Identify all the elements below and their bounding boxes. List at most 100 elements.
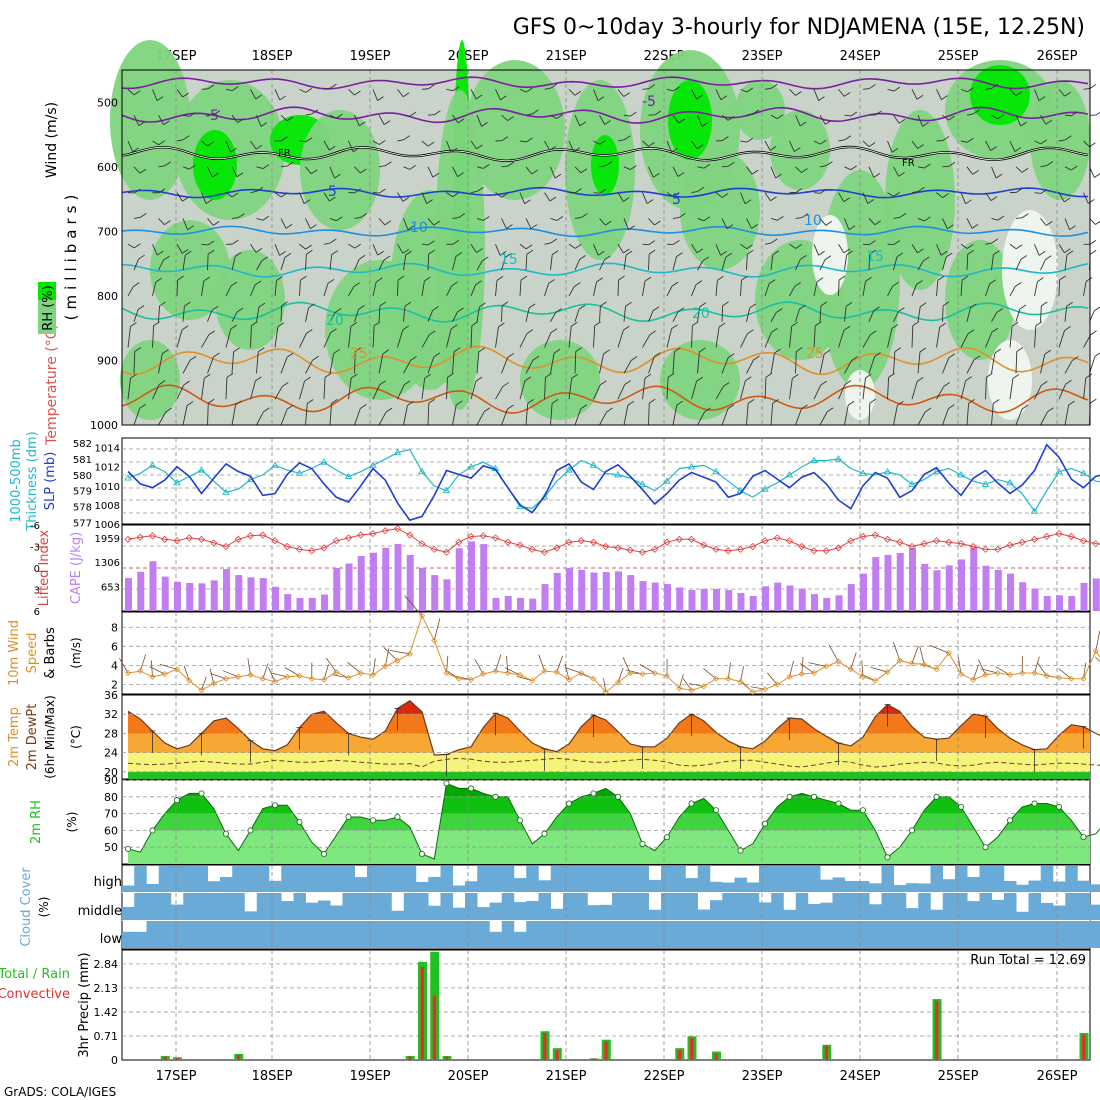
wind-barb-flag [997, 114, 1004, 120]
rh-ylabel: 2m RH [29, 800, 44, 844]
wind-barb-flag [894, 347, 902, 353]
wind-barb [305, 218, 311, 229]
rh-marker [835, 800, 842, 807]
li-marker [761, 537, 769, 545]
wind-barb-flag [331, 250, 338, 256]
wind-barb-flag [236, 172, 244, 178]
li-marker [381, 527, 389, 535]
wind-barb-flag [994, 348, 1002, 354]
cloud-cell [746, 921, 760, 948]
wind-barb [936, 192, 943, 199]
wind10m-barb [893, 642, 901, 661]
cloud-cell [256, 921, 270, 948]
wind-ylabel3: & Barbs [43, 627, 58, 679]
cloud-cell [734, 877, 747, 892]
wind-barb [501, 218, 507, 229]
wind-barb [305, 113, 312, 116]
wind-barb-flag [139, 403, 146, 409]
wind-barb [1015, 259, 1022, 271]
cloud-cell [489, 866, 502, 892]
temp-contour [121, 301, 1089, 323]
wind-barb-flag [360, 213, 368, 218]
rh-legend-swatch-high [38, 282, 56, 300]
wind-barb [501, 305, 503, 322]
wind-barb-flag [385, 407, 393, 413]
cloud-cell [256, 893, 270, 920]
wind-barb-flag [720, 95, 728, 101]
wind-barb [887, 192, 894, 197]
wind-barb-flag [424, 276, 431, 282]
li-marker [687, 535, 696, 543]
li-marker [197, 535, 206, 543]
precip-convective-bar [935, 1000, 939, 1060]
wind-barb-flag [330, 238, 337, 244]
wind10m-barb [767, 672, 778, 685]
wind-barb-flag [138, 121, 146, 127]
wind-barb [1015, 308, 1021, 322]
wind-barb [1009, 243, 1017, 250]
wind-barb-flag [646, 199, 654, 204]
wind-barb-flag [457, 172, 464, 177]
cape-bar [137, 571, 145, 611]
wind-barb [550, 166, 556, 179]
wind-barb-flag [624, 380, 631, 386]
wind-barb [1040, 354, 1046, 374]
wind-barb [691, 325, 693, 348]
wind10m-barb [149, 666, 165, 675]
wind10m-barb [929, 644, 949, 654]
wind-barb [525, 218, 532, 229]
wind-barb [250, 89, 257, 100]
wind-barb-flag [573, 282, 581, 287]
thickness-marker [589, 461, 598, 468]
wind-barb-flag [549, 196, 557, 202]
wind10m-marker [737, 678, 744, 685]
li-marker [430, 545, 438, 553]
wind-barb [176, 139, 184, 142]
wind10m-barb [210, 673, 227, 680]
li-marker [516, 541, 524, 549]
top-day-label: 25SEP [938, 49, 979, 64]
li-marker [908, 542, 916, 551]
wind-barb [1083, 88, 1090, 90]
li-marker [626, 546, 634, 554]
wind10m-marker [320, 676, 328, 683]
cloud-cell [697, 866, 711, 892]
wind-barb [691, 140, 698, 149]
wind-barb-flag [869, 84, 876, 89]
cloud-cell [293, 921, 306, 948]
wind-barb [158, 114, 165, 125]
wind-barb-flag [722, 136, 729, 141]
li-marker [136, 533, 144, 541]
wind-barb [421, 280, 425, 296]
wind-barb [789, 89, 796, 96]
wind-barb-flag [182, 92, 189, 98]
wind-barb [299, 333, 307, 348]
wind-barb-flag [379, 301, 387, 307]
cape-bar [786, 585, 794, 611]
wind-barb-flag [1021, 167, 1029, 173]
cloud-cell [305, 921, 319, 948]
cloud-cell [134, 866, 147, 892]
cloud-cell [979, 866, 992, 892]
contour-label-10-right: 10 [804, 213, 822, 229]
cloud-cell [342, 893, 355, 920]
cape-bar [578, 569, 586, 611]
wind-barb [452, 404, 457, 426]
wind10m-barb [789, 660, 794, 677]
wind-barb-flag [306, 329, 313, 334]
cloud-cell [636, 893, 649, 920]
wind-barb-flag [775, 308, 783, 313]
wind-barb-flag [545, 372, 552, 378]
wind-tick-label: 2 [111, 678, 118, 691]
thickness-tick-label: 582 [73, 439, 92, 450]
wind10m-marker [651, 669, 658, 677]
wind-barb [795, 217, 802, 219]
slp-panel-frame [121, 437, 1091, 525]
li-marker [234, 535, 242, 543]
wind-barb [936, 280, 939, 296]
wind-barb [256, 260, 263, 271]
li-marker [981, 545, 990, 553]
wind-barb [568, 286, 575, 297]
wind-barb [819, 411, 828, 426]
wind-barb-flag [281, 301, 288, 307]
